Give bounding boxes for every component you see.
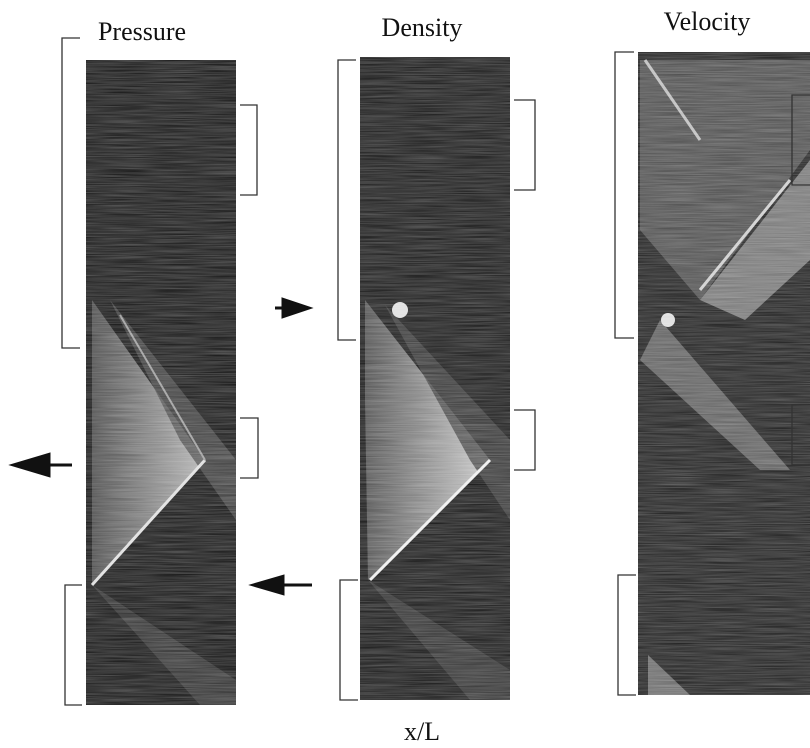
axis-label: x/L (404, 717, 440, 746)
pressure-panel (86, 60, 236, 705)
panel-title: Pressure (98, 17, 186, 46)
density-panel (360, 57, 510, 700)
brackets (61, 37, 810, 706)
arrows (8, 297, 314, 596)
panel-title: Velocity (664, 7, 751, 36)
panel-title: Density (382, 13, 463, 42)
velocity-panel (638, 52, 810, 695)
